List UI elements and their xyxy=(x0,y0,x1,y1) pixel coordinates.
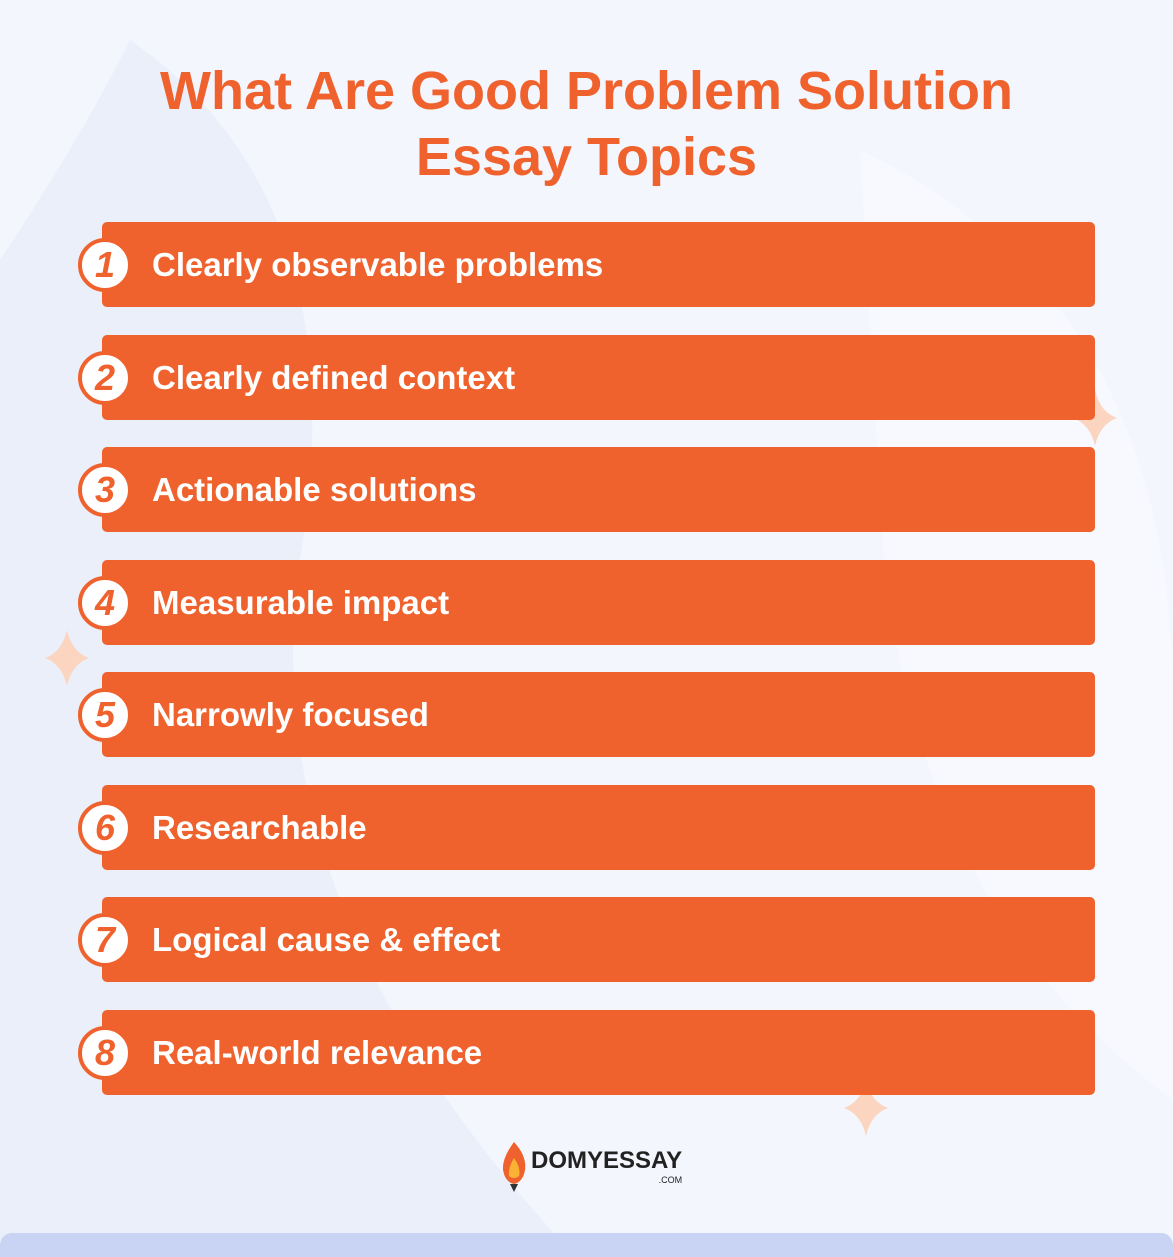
item-label: Actionable solutions xyxy=(152,471,477,508)
brand-name: DOMYESSAY xyxy=(531,1147,683,1174)
list-item: 8 Real-world relevance xyxy=(78,1009,1095,1095)
item-number: 7 xyxy=(78,913,132,967)
item-bar xyxy=(102,559,1095,645)
item-bar xyxy=(102,1009,1095,1095)
item-number: 5 xyxy=(78,688,132,742)
item-number: 6 xyxy=(78,800,132,855)
item-label: Clearly defined context xyxy=(152,358,516,396)
item-bar xyxy=(102,672,1095,757)
item-label: Measurable impact xyxy=(152,583,450,621)
item-label: Real-world relevance xyxy=(152,1033,483,1071)
list-item: 3 Actionable solutions xyxy=(78,447,1095,532)
list-item: 4 Measurable impact xyxy=(78,559,1095,645)
item-bar xyxy=(102,222,1095,307)
item-bar xyxy=(102,447,1095,532)
item-number: 2 xyxy=(78,350,132,405)
title: What Are Good Problem Solution Essay Top… xyxy=(0,58,1173,190)
list-item: 7 Logical cause & effect xyxy=(78,897,1095,982)
item-number: 1 xyxy=(78,238,132,292)
item-label: Logical cause & effect xyxy=(152,921,501,958)
brand: DOMYESSAY .COM xyxy=(531,1147,682,1185)
title-line: What Are Good Problem Solution xyxy=(160,61,1013,121)
item-label: Narrowly focused xyxy=(152,696,429,733)
logo-icon xyxy=(502,1142,526,1192)
item-number: 8 xyxy=(78,1025,132,1080)
bottom-band xyxy=(0,1233,1173,1257)
list-item: 1 Clearly observable problems xyxy=(78,222,1095,307)
item-number: 3 xyxy=(78,463,132,517)
item-bar xyxy=(102,897,1095,982)
item-bar xyxy=(102,784,1095,870)
footer: DOMYESSAY .COM xyxy=(497,1140,682,1192)
item-label: Clearly observable problems xyxy=(152,246,604,283)
list-item: 2 Clearly defined context xyxy=(78,334,1095,420)
item-number: 4 xyxy=(78,575,132,630)
brand-domain: .COM xyxy=(658,1175,683,1185)
list-item: 5 Narrowly focused xyxy=(78,672,1095,757)
item-label: Researchable xyxy=(152,808,367,846)
item-bar xyxy=(102,334,1095,420)
title-line: Essay Topics xyxy=(415,127,758,187)
list-item: 6 Researchable xyxy=(78,784,1095,870)
